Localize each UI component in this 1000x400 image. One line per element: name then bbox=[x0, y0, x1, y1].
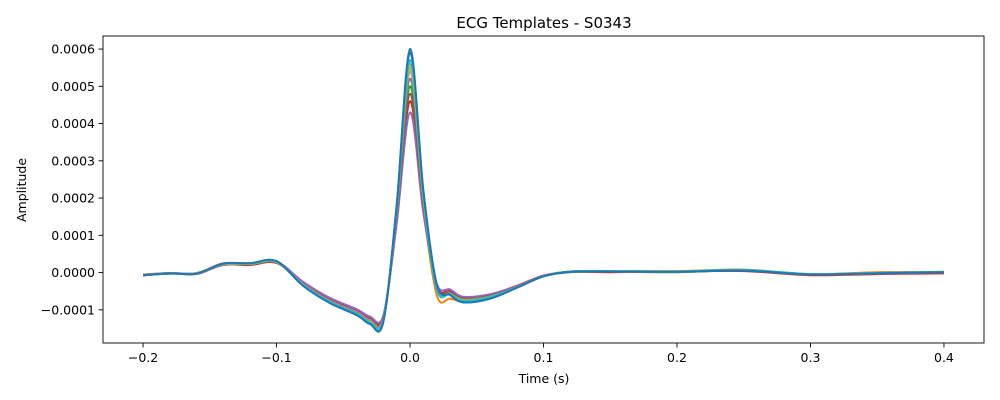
series-line-10 bbox=[142, 59, 944, 331]
series-line-11 bbox=[142, 48, 944, 333]
y-tick-label: 0.0004 bbox=[51, 116, 95, 131]
x-tick-label: 0.4 bbox=[934, 350, 954, 365]
x-tick-label: 0.1 bbox=[534, 350, 554, 365]
plot-frame bbox=[102, 35, 985, 344]
x-tick-label: 0.3 bbox=[801, 350, 821, 365]
series-line-6 bbox=[142, 92, 944, 327]
x-tick-label: −0.1 bbox=[261, 350, 291, 365]
y-tick-label: 0.0001 bbox=[51, 228, 95, 243]
series-lines bbox=[142, 48, 944, 333]
x-tick-label: 0.0 bbox=[400, 350, 420, 365]
series-line-3 bbox=[143, 85, 944, 329]
series-line-1 bbox=[142, 51, 944, 332]
x-axis-label: Time (s) bbox=[518, 371, 570, 386]
y-tick-label: −0.0001 bbox=[41, 302, 95, 317]
x-axis: −0.2 −0.1 0.0 0.1 0.2 0.3 0.4 bbox=[128, 343, 954, 365]
series-line-7 bbox=[142, 70, 944, 329]
y-tick-label: 0.0002 bbox=[51, 191, 95, 206]
y-tick-label: 0.0003 bbox=[51, 153, 95, 168]
y-axis-label: Amplitude bbox=[14, 158, 29, 222]
series-line-9 bbox=[142, 66, 944, 331]
series-line-8 bbox=[142, 77, 944, 329]
y-axis: −0.0001 0.0000 0.0001 0.0002 0.0003 0.0004 0.0… bbox=[41, 42, 103, 317]
series-line-4 bbox=[142, 100, 944, 326]
y-tick-label: 0.0000 bbox=[51, 265, 95, 280]
chart-title: ECG Templates - S0343 bbox=[456, 14, 631, 32]
y-tick-label: 0.0006 bbox=[51, 42, 95, 57]
x-tick-label: 0.2 bbox=[667, 350, 687, 365]
series-line-2 bbox=[142, 62, 944, 328]
y-tick-label: 0.0005 bbox=[51, 79, 95, 94]
x-tick-label: −0.2 bbox=[128, 350, 158, 365]
series-line-5 bbox=[142, 111, 944, 324]
